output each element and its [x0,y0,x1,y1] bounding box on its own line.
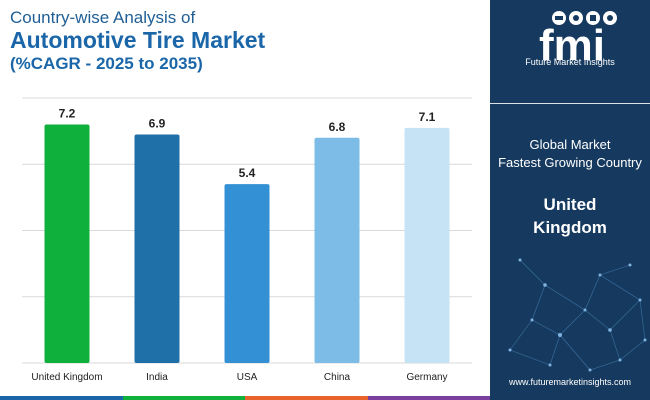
title-line-3: (%CAGR - 2025 to 2035) [10,54,203,73]
bar-usa [224,184,270,363]
chart-area: 7.2 United Kingdom 6.9 India 5.4 USA 6.8 China 7… [0,88,490,400]
bottom-bar-segment [0,396,123,400]
data-label: 6.9 [149,116,166,130]
bottom-bar-segment [367,396,490,400]
data-label: 6.8 [329,120,346,134]
panel-divider [490,103,650,104]
bar-india [134,134,180,363]
bottom-bar-segment [122,396,245,400]
bar-united-kingdom [44,124,90,363]
country-line-2: Kingdom [533,218,607,237]
title-line-2: Automotive Tire Market [10,27,266,53]
bar-germany [404,127,450,363]
logo-tagline: Future Market Insights [525,57,615,67]
bottom-color-bar [0,396,490,400]
bar-china [314,137,360,363]
bar-chart: 7.2 United Kingdom 6.9 India 5.4 USA 6.8 China 7… [22,97,472,383]
country-line-1: United [543,195,597,214]
x-tick-label: China [324,372,351,383]
chart-title-block: Country-wise Analysis of Automotive Tire… [10,8,490,75]
panel-subtitle: Global Market Fastest Growing Country [490,136,650,172]
bottom-bar-segment [245,396,368,400]
data-label: 7.1 [419,110,436,124]
data-label: 5.4 [239,166,256,180]
x-tick-label: Germany [406,372,447,383]
network-graphic [508,258,647,372]
logo-text: fmi [539,21,605,70]
title-line-1: Country-wise Analysis of [10,8,196,27]
panel-subtitle-line-1: Global Market [529,137,611,152]
x-tick-label: USA [237,372,258,383]
fastest-growing-country: United Kingdom [490,193,650,239]
panel-subtitle-line-2: Fastest Growing Country [498,155,642,170]
x-tick-label: United Kingdom [31,372,102,383]
x-tick-label: India [146,372,168,383]
right-panel: fmi Future Market Insights Global Market… [490,0,650,400]
fmi-logo: fmi [539,11,617,70]
website-url: www.futuremarketinsights.com [508,377,632,387]
data-label: 7.2 [59,107,76,121]
